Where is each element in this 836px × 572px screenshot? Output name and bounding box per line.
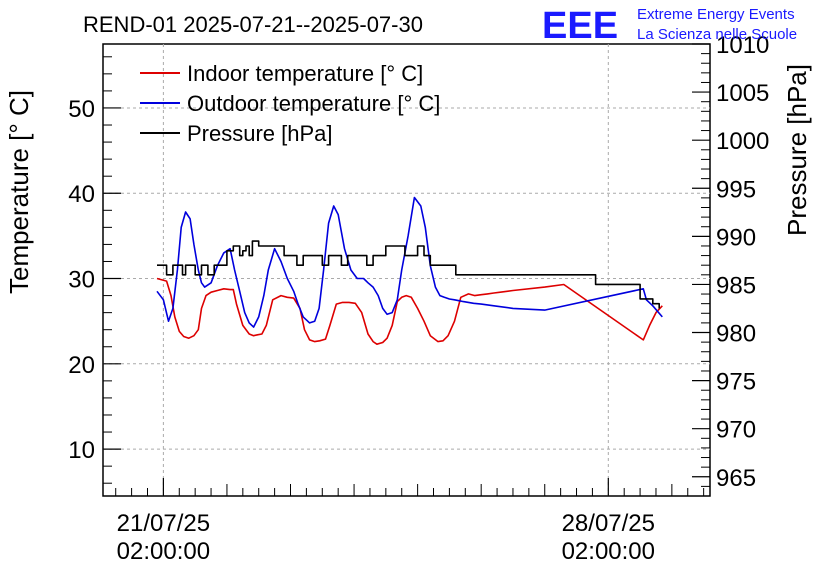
y-tick-label: 30 xyxy=(68,267,95,294)
legend-entry-3: Pressure [hPa] xyxy=(187,121,333,146)
y-tick-label: 20 xyxy=(68,352,95,379)
y2-tick-label: 980 xyxy=(716,321,756,348)
legend-entry-2: Outdoor temperature [° C] xyxy=(187,91,440,116)
y2-axis-label: Pressure [hPa] xyxy=(782,64,812,236)
y-axis-label: Temperature [° C] xyxy=(4,90,34,294)
ticks: 10 20 30 40 50 965 970 975 980 985 990 995 1000 1005 1… xyxy=(68,32,769,565)
x-tick-label: 28/07/25 xyxy=(562,510,655,537)
logo-mark: EEE xyxy=(542,5,618,47)
y-tick-label: 40 xyxy=(68,181,95,208)
y2-tick-label: 1010 xyxy=(716,32,769,59)
y-tick-label: 10 xyxy=(68,437,95,464)
series-line-1 xyxy=(156,277,663,346)
x-tick-label: 02:00:00 xyxy=(117,538,210,565)
y2-tick-label: 970 xyxy=(716,417,756,444)
logo-line1: Extreme Energy Events xyxy=(637,6,795,23)
legend: Indoor temperature [° C] Outdoor temperat… xyxy=(140,61,440,146)
y2-tick-label: 995 xyxy=(716,176,756,203)
y2-tick-label: 1005 xyxy=(716,80,769,107)
y-tick-label: 50 xyxy=(68,96,95,123)
y2-tick-label: 975 xyxy=(716,369,756,396)
y2-tick-label: 985 xyxy=(716,272,756,299)
plot-frame xyxy=(102,43,711,497)
x-tick-label: 21/07/25 xyxy=(117,510,210,537)
y2-tick-label: 965 xyxy=(716,465,756,492)
legend-entry-1: Indoor temperature [° C] xyxy=(187,61,423,86)
chart-title: REND-01 2025-07-21--2025-07-30 xyxy=(83,12,423,37)
logo: EEE Extreme Energy Events La Scienza nel… xyxy=(542,5,797,47)
series-line-3 xyxy=(157,240,661,309)
x-tick-label: 02:00:00 xyxy=(562,538,655,565)
y2-tick-label: 990 xyxy=(716,224,756,251)
series-lines xyxy=(156,196,663,346)
grid xyxy=(103,44,710,496)
logo-line2: La Scienza nelle Scuole xyxy=(637,26,797,43)
y2-tick-label: 1000 xyxy=(716,128,769,155)
series-line-2 xyxy=(156,196,663,328)
